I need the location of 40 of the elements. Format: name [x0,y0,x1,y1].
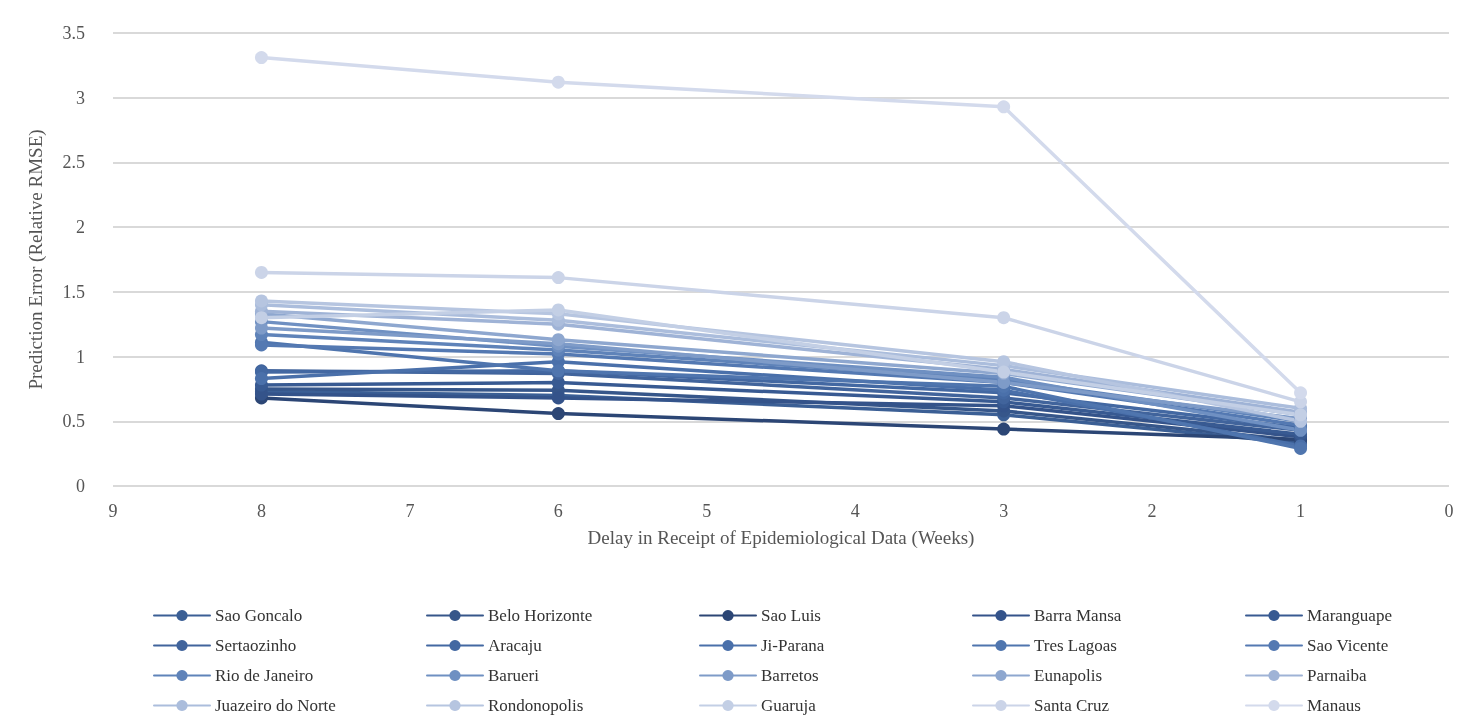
legend-label: Sao Vicente [1307,636,1389,655]
legend-label: Santa Cruz [1034,696,1110,715]
y-tick-label: 3.5 [62,23,85,43]
x-tick-label: 7 [405,501,415,521]
legend-label: Ji-Parana [761,636,825,655]
legend-label: Barra Mansa [1034,606,1122,625]
y-tick-label: 1 [76,346,85,367]
y-axis-title: Prediction Error (Relative RMSE) [25,129,47,390]
legend-label: Belo Horizonte [488,606,593,625]
y-tick-label: 0.5 [62,411,85,432]
x-tick-label: 0 [1444,501,1454,521]
y-tick-label: 2.5 [62,152,85,173]
y-tick-label: 3 [76,87,85,108]
legend-label: Sao Goncalo [215,606,303,625]
y-tick-label: 2 [76,217,85,238]
legend-label: Rio de Janeiro [215,666,314,685]
x-tick-label: 1 [1296,501,1306,521]
legend-label: Rondonopolis [488,696,584,715]
legend-label: Barretos [761,666,819,685]
legend-label: Tres Lagoas [1034,636,1117,655]
legend-label: Guaruja [761,696,817,715]
x-tick-label: 4 [850,501,860,521]
legend-label: Manaus [1307,696,1361,715]
legend-label: Juazeiro do Norte [215,696,336,715]
x-tick-label: 3 [999,501,1009,521]
x-tick-label: 8 [256,501,266,521]
legend-label: Aracaju [488,636,543,655]
x-tick-label: 2 [1147,501,1157,521]
x-tick-label: 6 [553,501,563,521]
x-axis-title: Delay in Receipt of Epidemiological Data (Weeks) [587,527,975,549]
x-tick-label: 9 [108,501,118,521]
legend-label: Eunapolis [1034,666,1102,685]
legend-label: Maranguape [1307,606,1392,625]
legend-label: Parnaiba [1307,666,1367,685]
legend-label: Barueri [488,666,540,685]
legend-label: Sao Luis [761,606,821,625]
y-tick-label: 0 [76,476,85,496]
x-tick-label: 5 [702,501,712,521]
y-tick-label: 1.5 [62,281,85,302]
legend-label: Sertaozinho [215,636,297,655]
